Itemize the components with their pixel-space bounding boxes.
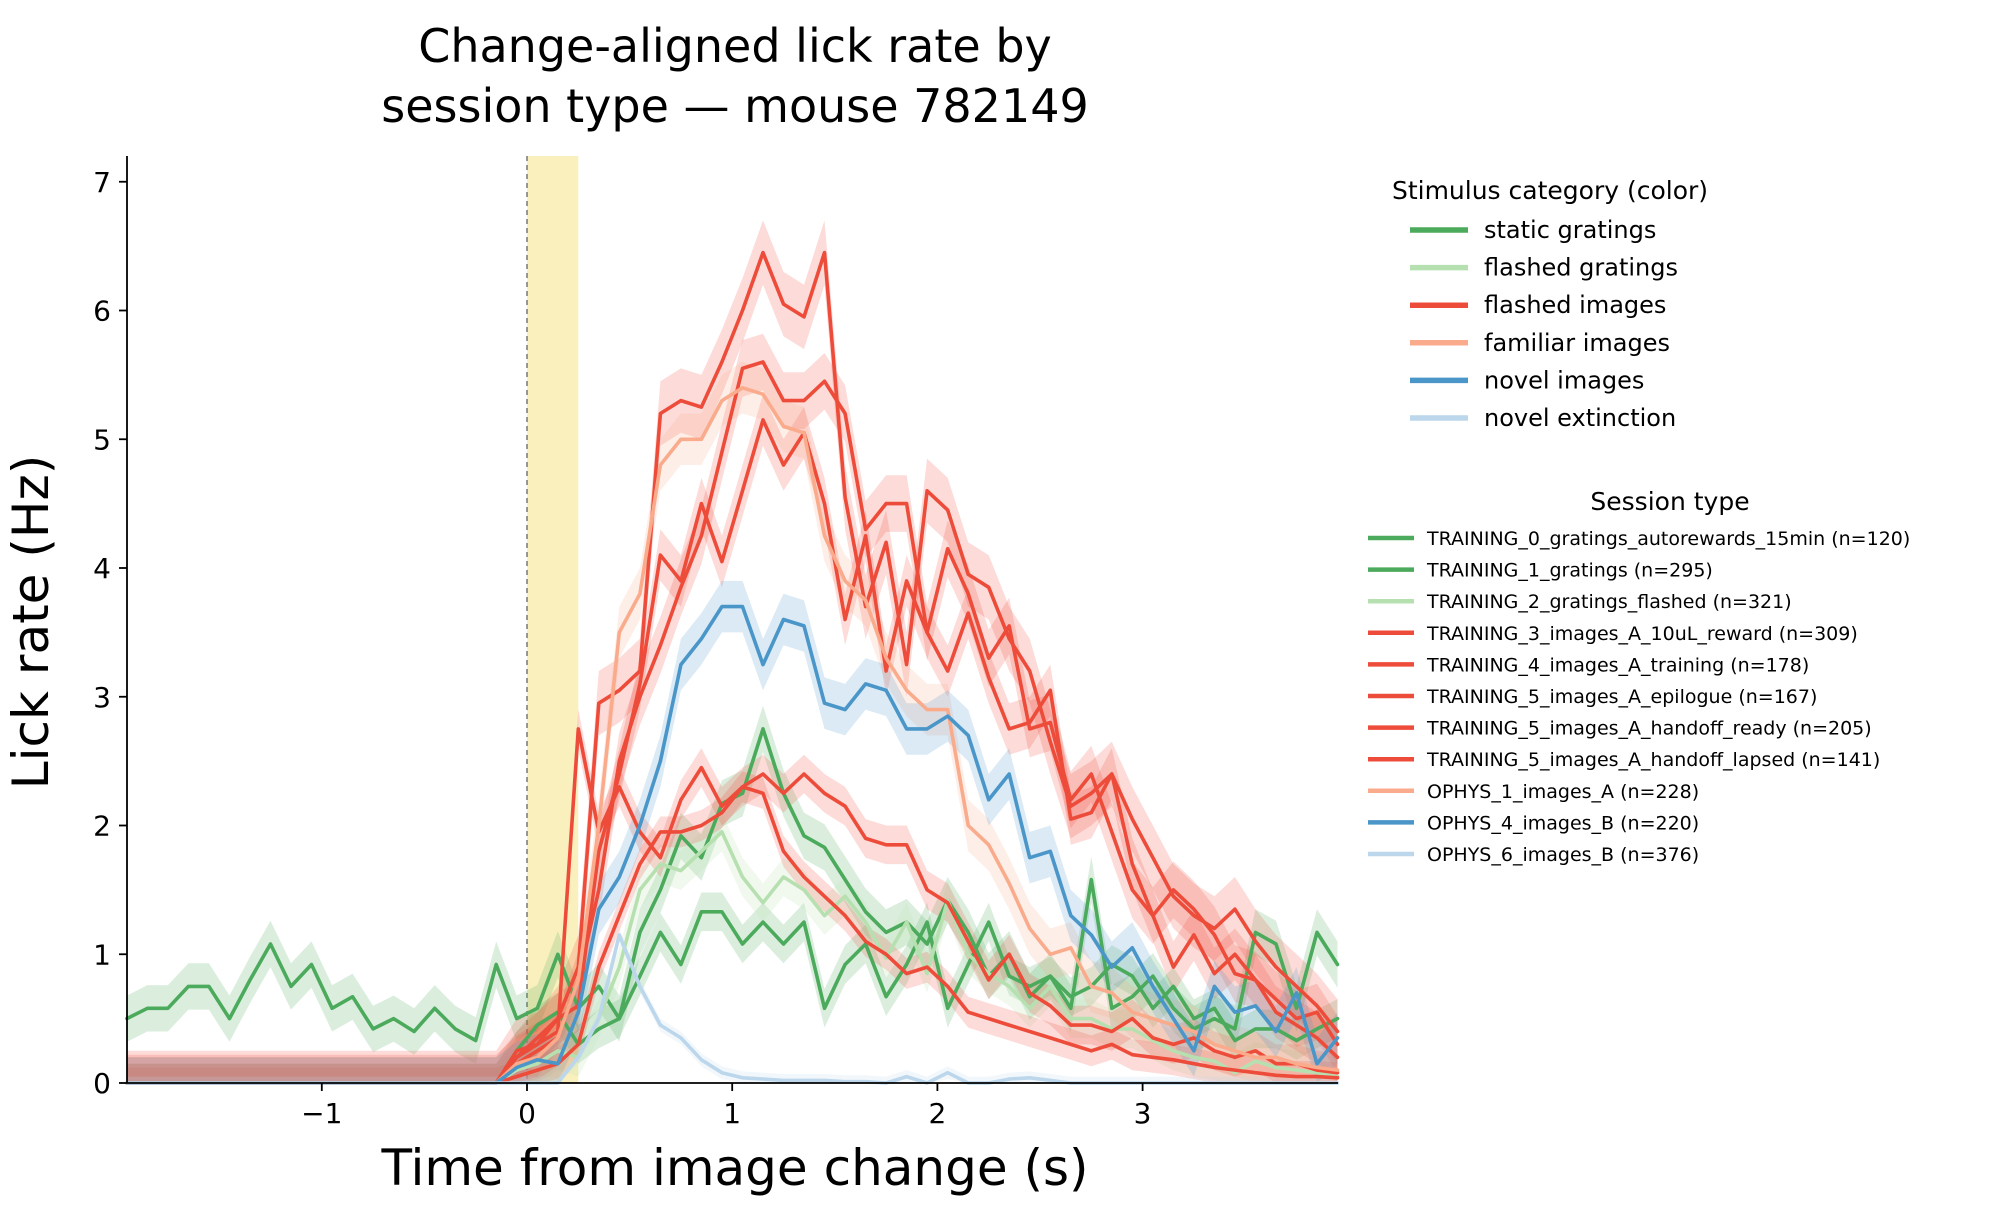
- session-legend-label: TRAINING_2_gratings_flashed (n=321): [1426, 591, 1792, 613]
- session-legend-label: TRAINING_5_images_A_handoff_lapsed (n=14…: [1426, 749, 1880, 771]
- x-tick-label: 2: [928, 1097, 946, 1130]
- stimulus-category-legend: Stimulus category (color) static gratings…: [1392, 176, 1708, 432]
- confidence-bands: [126, 220, 1338, 1083]
- session-legend-label: TRAINING_3_images_A_10uL_reward (n=309): [1426, 623, 1858, 645]
- session-legend-label: OPHYS_6_images_B (n=376): [1427, 844, 1699, 866]
- y-tick-label: 5: [93, 423, 111, 456]
- color-legend-label: novel images: [1484, 366, 1644, 394]
- color-legend-label: static gratings: [1484, 216, 1656, 244]
- series-band-0: [126, 705, 1338, 1064]
- session-legend-label: OPHYS_4_images_B (n=220): [1427, 812, 1699, 834]
- series-band-2: [126, 812, 1338, 1083]
- x-tick-label: 1: [723, 1097, 741, 1130]
- y-tick-label: 7: [93, 166, 111, 199]
- x-tick-label: 3: [1134, 1097, 1152, 1130]
- session-legend-label: TRAINING_0_gratings_autorewards_15min (n…: [1426, 528, 1910, 550]
- session-legend-label: TRAINING_1_gratings (n=295): [1426, 560, 1713, 582]
- session-legend-title: Session type: [1590, 487, 1749, 516]
- color-legend-label: flashed gratings: [1484, 254, 1678, 282]
- x-tick-label: 0: [518, 1097, 536, 1130]
- y-tick-label: 2: [93, 810, 111, 843]
- color-legend-label: familiar images: [1484, 329, 1670, 357]
- color-legend-label: novel extinction: [1484, 404, 1676, 432]
- color-legend-label: flashed images: [1484, 291, 1666, 319]
- session-type-legend: Session type TRAINING_0_gratings_autorewa…: [1368, 487, 1910, 866]
- chart-title-line-2: session type — mouse 782149: [381, 79, 1089, 133]
- plot-area: [526, 156, 579, 1083]
- color-legend-title: Stimulus category (color): [1392, 176, 1708, 205]
- stimulus-window: [527, 156, 579, 1083]
- session-legend-label: TRAINING_5_images_A_epilogue (n=167): [1426, 686, 1817, 708]
- x-axis-label: Time from image change (s): [380, 1139, 1088, 1197]
- y-tick-label: 6: [93, 295, 111, 328]
- axes: −1 0 1 2 3 0 1 2 3 4 5 6 7: [93, 156, 1338, 1130]
- y-axis-label: Lick rate (Hz): [2, 455, 60, 789]
- session-legend-label: OPHYS_1_images_A (n=228): [1427, 781, 1699, 803]
- y-tick-label: 0: [93, 1067, 111, 1100]
- x-tick-label: −1: [301, 1097, 342, 1130]
- y-tick-label: 1: [93, 938, 111, 971]
- session-legend-label: TRAINING_5_images_A_handoff_ready (n=205…: [1426, 718, 1872, 740]
- session-legend-label: TRAINING_4_images_A_training (n=178): [1426, 654, 1809, 676]
- chart-title-line-1: Change-aligned lick rate by: [418, 19, 1052, 73]
- y-tick-label: 4: [93, 552, 111, 585]
- y-tick-label: 3: [93, 681, 111, 714]
